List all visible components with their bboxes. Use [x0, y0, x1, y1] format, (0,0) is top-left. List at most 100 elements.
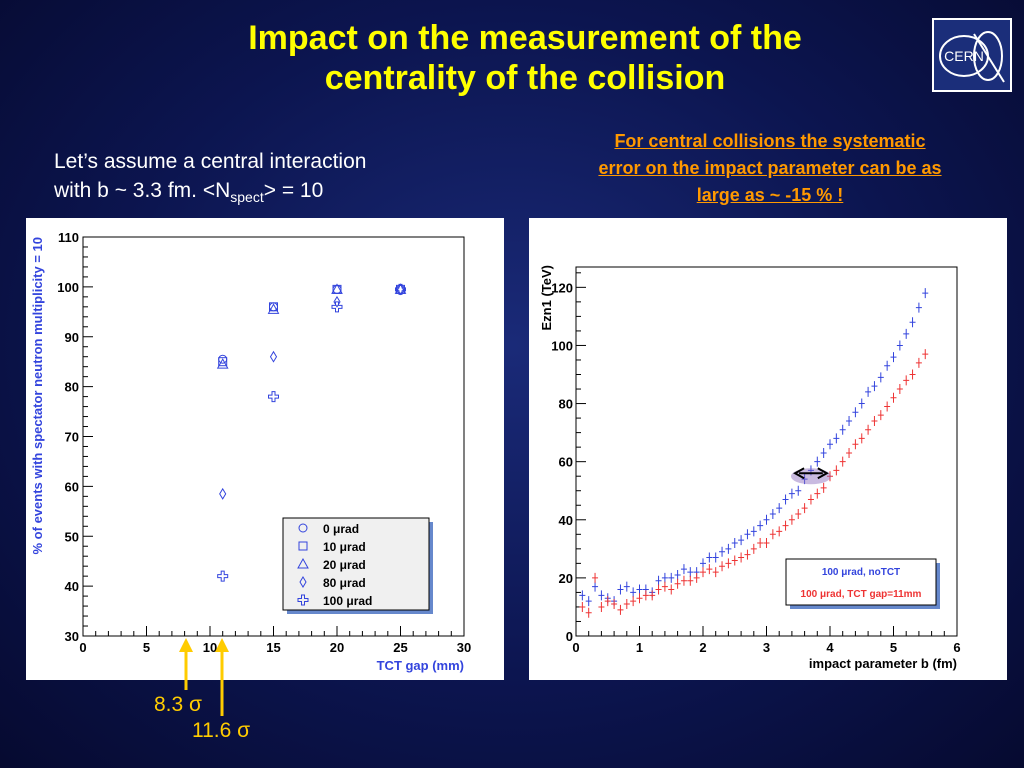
legend-label: 100 μrad, noTCT	[822, 567, 900, 578]
data-point-series-0	[852, 407, 859, 418]
double-arrow-right-head	[817, 467, 829, 480]
legend-box	[282, 517, 430, 611]
data-point-series-1	[731, 555, 738, 566]
legend-marker	[299, 576, 307, 588]
data-point-series-0	[592, 581, 599, 592]
data-point-series-1	[884, 401, 891, 412]
x-tick-label: 5	[143, 640, 150, 655]
data-point-series-0	[738, 535, 745, 546]
data-point-series-1	[858, 433, 865, 444]
x-tick-label: 0	[572, 640, 579, 655]
data-point-series-1	[890, 392, 897, 403]
data-point-series-1	[680, 575, 687, 586]
legend-label: 20 μrad	[323, 558, 366, 572]
data-point-series-1	[757, 538, 764, 549]
title-line-1: Impact on the measurement of the	[248, 19, 802, 57]
note-line-3: large as ~ -15 % !	[696, 185, 844, 205]
y-tick-label: 100	[57, 280, 79, 295]
data-point-series-1	[750, 543, 757, 554]
data-point-series-0	[579, 590, 586, 601]
data-point-series-0	[884, 360, 891, 371]
legend-label: 0 μrad	[323, 522, 359, 536]
data-point-series-0	[769, 508, 776, 519]
x-tick-label: 10	[203, 640, 217, 655]
data-point-series-0	[909, 317, 916, 328]
data-point-series-1	[909, 369, 916, 380]
title-line-2: centrality of the collision	[324, 59, 726, 97]
data-point-series-1	[598, 601, 605, 612]
data-point-series-1	[668, 584, 675, 595]
data-point-series-0	[788, 488, 795, 499]
data-point-series-1	[833, 465, 840, 476]
data-point-series-1	[687, 575, 694, 586]
right-chart-panel: 0 1 2 3 4 5 6 0 20 40 60 80 100 120 impact parameter b…	[529, 218, 1007, 680]
data-point-series-0	[871, 381, 878, 392]
data-point-series-1	[623, 599, 630, 610]
data-point-series-0	[820, 447, 827, 458]
data-point-series-1	[922, 349, 929, 360]
data-point-series-1	[642, 590, 649, 601]
data-point-series-3	[219, 487, 227, 500]
cern-logo: CERN	[932, 18, 1012, 92]
data-point-series-0	[795, 485, 802, 496]
legend-marker	[298, 523, 308, 533]
tct-gap-chart: 0 5 10 15 20 25 30 30 40 50 60 70 80 90 100 110 TCT gap …	[30, 230, 471, 673]
data-point-series-0	[865, 386, 872, 397]
sigma-label-2: 11.6 σ	[192, 719, 251, 742]
data-point-series-1	[585, 607, 592, 618]
data-point-series-1	[877, 410, 884, 421]
data-point-series-1	[636, 593, 643, 604]
x-tick-label: 0	[79, 640, 86, 655]
slide-title: Impact on the measurement of the central…	[150, 18, 900, 98]
data-point-series-0	[814, 456, 821, 467]
data-point-series-0	[655, 575, 662, 586]
data-point-series-4	[217, 570, 229, 582]
data-point-series-1	[896, 384, 903, 395]
data-point-series-3	[333, 295, 341, 308]
intro-line-2-suffix: > = 10	[263, 179, 324, 202]
sigma-label-1: 8.3 σ	[154, 693, 202, 716]
data-point-series-1	[820, 482, 827, 493]
x-tick-label: 2	[699, 640, 706, 655]
note-line-2: error on the impact parameter can be as	[598, 158, 942, 178]
data-point-series-0	[617, 584, 624, 595]
data-point-series-1	[611, 599, 618, 610]
data-point-series-0	[719, 546, 726, 557]
data-point-series-0	[839, 424, 846, 435]
data-point-series-0	[700, 558, 706, 569]
intro-text: Let’s assume a central interaction with …	[54, 147, 366, 212]
data-point-series-0	[680, 564, 687, 575]
legend-marker	[297, 557, 309, 569]
left-chart-panel: 0 5 10 15 20 25 30 30 40 50 60 70 80 90 100 110 TCT gap …	[26, 218, 504, 680]
data-point-series-1	[719, 561, 726, 572]
data-point-series-4	[395, 283, 406, 295]
data-point-series-0	[750, 526, 757, 537]
data-point-series-1	[269, 302, 278, 312]
annotation-glow	[790, 468, 831, 485]
data-point-series-0	[661, 572, 668, 583]
data-point-series-1	[630, 596, 637, 607]
data-point-series-0	[712, 552, 719, 563]
y-tick-label: 40	[65, 579, 79, 594]
data-point-series-1	[871, 415, 878, 426]
data-point-series-1	[915, 357, 922, 368]
cern-logo-text: CERN	[944, 48, 984, 64]
data-point-series-0	[877, 372, 884, 383]
data-point-series-0	[687, 567, 694, 578]
y-tick-label: 50	[65, 529, 79, 544]
data-point-series-2	[331, 283, 343, 294]
y-tick-label: 20	[559, 571, 573, 586]
data-point-series-1	[776, 526, 783, 537]
x-tick-label: 5	[890, 640, 897, 655]
data-point-series-1	[846, 447, 853, 458]
data-point-series-1	[661, 581, 668, 592]
y-tick-label: 80	[559, 397, 573, 412]
data-point-series-0	[801, 474, 808, 485]
note-line-1: For central collisions the systematic	[614, 131, 926, 151]
data-point-series-1	[693, 572, 700, 583]
x-axis-label: TCT gap (mm)	[377, 658, 464, 673]
data-point-series-0	[846, 415, 853, 426]
legend-label: 100 μrad	[323, 594, 372, 608]
y-tick-label: 70	[65, 430, 79, 445]
